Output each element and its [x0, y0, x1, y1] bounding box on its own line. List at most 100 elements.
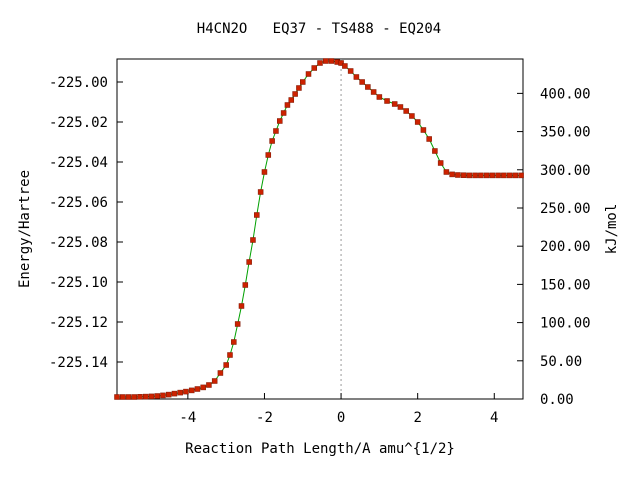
data-point — [311, 65, 318, 71]
data-point — [403, 108, 409, 114]
data-point — [280, 110, 287, 116]
data-point — [432, 148, 438, 154]
y2-tick-label: 300.00 — [540, 163, 591, 179]
data-point — [148, 393, 155, 400]
data-point — [206, 382, 212, 388]
data-point — [242, 282, 249, 288]
data-point — [296, 85, 302, 91]
x-axis-ticks: -4 -2 0 2 4 — [179, 393, 498, 426]
data-point — [250, 237, 256, 243]
data-point — [142, 393, 149, 400]
data-point — [227, 352, 233, 358]
y-axis-ticks: -225.00 -225.02 -225.04 -225.06 -225.08 -225.… — [49, 75, 123, 371]
data-point — [277, 118, 283, 124]
data-point — [506, 172, 513, 179]
data-point — [217, 370, 224, 376]
data-point — [397, 104, 404, 110]
data-point — [300, 79, 306, 85]
data-point — [342, 63, 348, 69]
x-tick-label: 2 — [413, 410, 421, 426]
data-point — [188, 387, 195, 394]
data-point — [288, 97, 295, 103]
data-point — [131, 394, 137, 400]
data-point — [177, 389, 183, 396]
chart-title: H4CN2O EQ37 - TS488 - EQ204 — [197, 21, 441, 37]
plot-frame — [116, 58, 524, 400]
data-point — [353, 74, 360, 80]
data-point — [254, 212, 260, 218]
y2-tick-label: 200.00 — [540, 239, 591, 255]
data-point — [518, 172, 524, 179]
data-point — [223, 362, 229, 368]
y2-tick-label: 400.00 — [540, 86, 591, 102]
data-point — [273, 128, 279, 134]
data-point — [211, 378, 218, 384]
data-point — [137, 394, 143, 400]
y2-tick-label: 350.00 — [540, 125, 591, 141]
x-tick-label: -2 — [256, 410, 273, 426]
data-point — [443, 169, 450, 175]
data-point — [370, 89, 377, 95]
y-tick-label: -225.14 — [49, 355, 108, 371]
y2-tick-label: 50.00 — [540, 354, 582, 370]
x-tick-label: -4 — [179, 410, 196, 426]
data-point — [328, 58, 335, 64]
data-point — [257, 189, 264, 195]
data-point — [125, 394, 132, 400]
data-point — [455, 172, 461, 178]
y-tick-label: -225.02 — [49, 115, 108, 131]
data-point — [317, 60, 323, 66]
data-point — [165, 391, 172, 398]
data-point — [284, 102, 291, 108]
y-tick-label: -225.12 — [49, 315, 108, 331]
y-axis-label: Energy/Hartree — [17, 170, 33, 288]
data-point — [322, 58, 329, 64]
data-point — [261, 169, 268, 175]
y2-tick-label: 250.00 — [540, 201, 591, 217]
data-point — [194, 386, 201, 392]
y2-axis-ticks: 0.00 50.00 100.00 150.00 200.00 250.00 300.00 3… — [517, 86, 591, 408]
data-point — [478, 172, 484, 179]
data-point — [449, 171, 455, 178]
data-point — [460, 172, 467, 178]
y2-tick-label: 150.00 — [540, 277, 591, 293]
data-point — [305, 71, 312, 77]
data-point — [246, 259, 252, 265]
data-point — [466, 172, 473, 179]
x-tick-label: 0 — [337, 410, 345, 426]
data-point — [426, 136, 432, 142]
x-axis-label: Reaction Path Length/A amu^{1/2} — [185, 441, 455, 457]
data-point — [365, 84, 371, 90]
data-point — [483, 172, 490, 179]
y-tick-label: -225.04 — [49, 155, 108, 171]
data-point — [437, 160, 444, 166]
data-point — [183, 388, 189, 395]
data-point — [160, 392, 166, 399]
data-point — [154, 393, 160, 399]
data-point — [114, 394, 120, 400]
data-point — [292, 91, 298, 97]
data-point — [265, 152, 272, 158]
data-point — [501, 172, 507, 179]
data-point — [420, 127, 427, 133]
data-point — [409, 113, 415, 119]
data-point — [231, 339, 237, 345]
data-point — [384, 98, 390, 104]
data-point — [472, 172, 478, 179]
data-point — [391, 101, 398, 107]
data-point — [414, 119, 421, 125]
y-tick-label: -225.00 — [49, 75, 108, 91]
x-tick-label: 4 — [490, 410, 498, 426]
data-point — [489, 172, 496, 179]
y-tick-label: -225.08 — [49, 235, 108, 251]
data-point — [347, 68, 354, 74]
data-point — [200, 384, 206, 391]
energy-series-line — [117, 60, 522, 398]
y2-tick-label: 0.00 — [540, 392, 574, 408]
data-point — [512, 172, 519, 179]
data-point — [495, 172, 501, 179]
data-point — [119, 394, 126, 400]
data-point — [338, 60, 344, 66]
data-point — [376, 94, 383, 100]
